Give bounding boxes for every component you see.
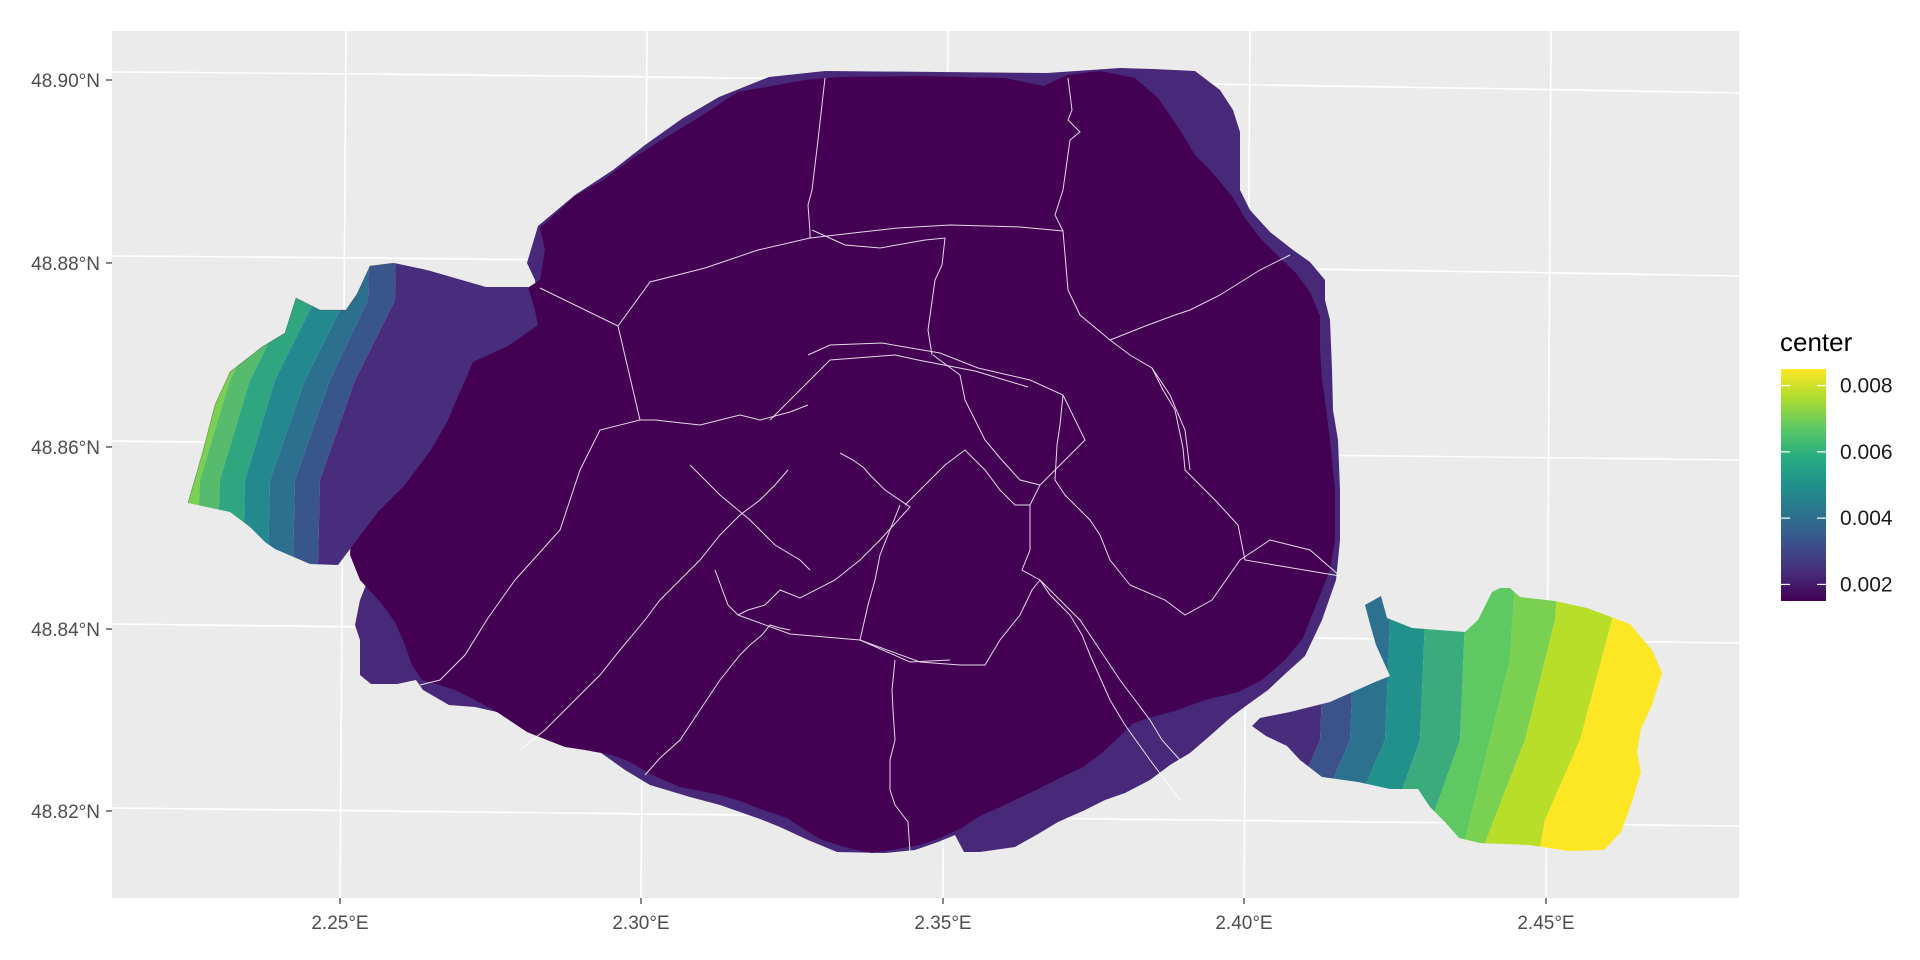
district-border [644,624,791,776]
east-band-7 [1450,588,1565,851]
legend-label: 0.008 [1840,375,1893,398]
district-borders [419,77,1341,853]
district-border [889,659,911,853]
district-border [640,404,809,426]
district-border [1054,394,1131,586]
district-border [1039,579,1181,801]
district-border [1039,579,1181,761]
y-axis-tick-label: 48.82°N [31,802,100,823]
y-axis-tick-label: 48.86°N [31,438,100,459]
x-axis-tick-label: 2.30°E [612,913,669,934]
district-border [1054,77,1081,232]
district-border [419,287,641,686]
legend: center 0.008 0.006 0.004 0.002 [1780,327,1893,601]
district-border [932,354,1041,486]
district-border [807,342,1086,581]
district-border [737,614,951,663]
district-border [1151,367,1191,471]
district-border [904,449,1030,506]
district-border [811,229,946,356]
x-axis-tick-label: 2.35°E [914,913,971,934]
y-axis-tick-label: 48.88°N [31,254,100,275]
x-axis-tick-label: 2.45°E [1517,913,1574,934]
district-border [617,224,1341,577]
legend-label: 0.002 [1840,573,1893,596]
x-axis-tick-label: 2.25°E [311,913,368,934]
x-axis-tick-label: 2.40°E [1215,913,1272,934]
legend-label: 0.006 [1840,441,1893,464]
paris-core [350,71,1335,853]
legend-title: center [1780,327,1853,357]
district-border [807,77,826,238]
west-lobe-outline [187,262,395,504]
district-border [1109,254,1291,341]
y-axis-tick-label: 48.90°N [31,71,100,92]
district-border [519,469,789,751]
axis-ticks [106,79,1547,904]
legend-label: 0.004 [1840,507,1893,530]
y-axis-tick-label: 48.84°N [31,620,100,641]
district-border [769,354,1029,421]
district-border [714,452,911,616]
legend-colorbar [1781,369,1826,601]
district-border [1129,539,1341,616]
district-border [689,464,811,571]
